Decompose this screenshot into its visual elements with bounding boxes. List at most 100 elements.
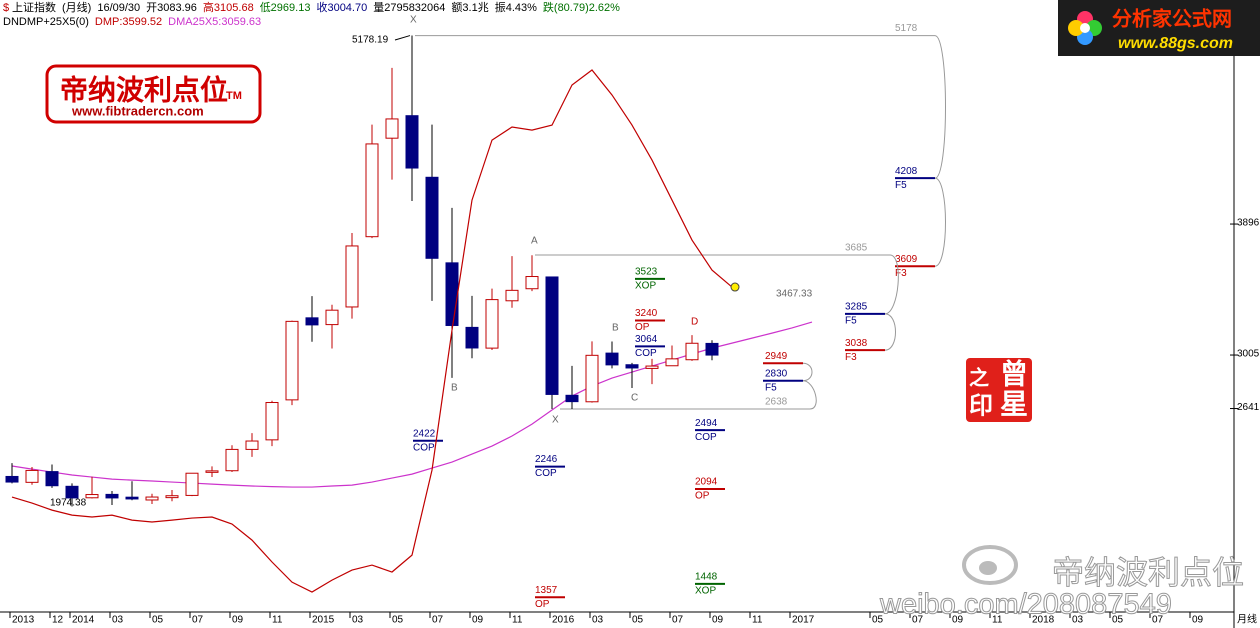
header-text: 收3004.70	[316, 0, 367, 14]
x-tick-label: 09	[232, 615, 244, 626]
x-tick-label: 2017	[792, 615, 815, 626]
dmp-end	[730, 282, 740, 292]
dmp-end-label: 3467.33	[776, 289, 813, 300]
fib-value: 2949	[765, 351, 788, 362]
fib-arc	[934, 177, 946, 267]
candle-body	[305, 317, 319, 326]
logo-url: www.fibtradercn.com	[71, 103, 204, 118]
fib-value: 3609	[895, 254, 918, 265]
candle-body	[645, 365, 659, 369]
candle-body	[105, 493, 119, 499]
x-tick-label: 07	[672, 615, 684, 626]
x-tick-label: 03	[352, 615, 364, 626]
candle-body	[505, 289, 519, 302]
fib-arc	[802, 362, 813, 382]
x-tick-label: 09	[712, 615, 724, 626]
candle-body	[545, 276, 559, 395]
projection-tag: OP	[635, 322, 650, 333]
candle-body	[485, 299, 499, 349]
header-text: 16/09/30	[97, 2, 140, 14]
fib-arc	[802, 380, 817, 410]
candle-body	[285, 320, 299, 401]
candle-body	[45, 471, 59, 487]
fib-tag: F5	[895, 180, 907, 191]
fib-value: 3685	[845, 243, 868, 254]
candle-body	[65, 485, 79, 499]
header-text: 额3.1兆	[451, 1, 488, 14]
x-tick-label: 11	[512, 615, 523, 626]
candle-body	[685, 342, 699, 361]
candle-body	[605, 352, 619, 366]
x-tick-label: 05	[152, 615, 164, 626]
x-tick-label: 03	[592, 615, 604, 626]
x-tick-label: 11	[992, 615, 1003, 626]
header-text: 跌(80.79)2.62%	[543, 0, 620, 14]
fib-arc	[934, 35, 946, 179]
candle-body	[205, 470, 219, 473]
header-text: 振4.43%	[495, 0, 537, 14]
y-tick-label: 2641	[1237, 402, 1260, 413]
x-tick-label: 05	[1112, 615, 1124, 626]
header-text: 上证指数	[12, 0, 56, 14]
fib-arc	[884, 254, 899, 315]
pattern-point: A	[531, 236, 538, 247]
high-label: 5178.19	[352, 35, 389, 46]
candle-body	[185, 472, 199, 496]
candle-body	[565, 394, 579, 403]
stamp-char: 印	[969, 392, 993, 419]
x-tick-label: 07	[1152, 615, 1164, 626]
projection-tag: OP	[535, 599, 550, 610]
x-tick-label: 07	[912, 615, 924, 626]
logo-name: 帝纳波利点位	[60, 73, 228, 105]
x-tick-label: 05	[632, 615, 644, 626]
x-tick-label: 03	[1072, 615, 1084, 626]
x-tick-label: 2014	[72, 615, 95, 626]
pattern-point: B	[451, 383, 458, 394]
y-tick-label: 3005	[1237, 349, 1260, 360]
x-tick-label: 03	[112, 615, 124, 626]
stamp-box	[966, 358, 1032, 422]
stamp-char: 曾	[1000, 357, 1028, 389]
projection-tag: OP	[695, 491, 710, 502]
candle-body	[85, 494, 99, 499]
fib-tag: F5	[845, 316, 857, 327]
candle-body	[25, 469, 39, 483]
candle-body	[425, 176, 439, 259]
projection-value: 3523	[635, 267, 658, 278]
candle-body	[405, 115, 419, 169]
header-text: 高3105.68	[203, 0, 254, 14]
logo2-name: 分析家公式网	[1112, 6, 1232, 30]
candle-body	[165, 495, 179, 499]
fib-value: 3285	[845, 302, 868, 313]
candle-body	[465, 326, 479, 349]
candle-body	[225, 448, 239, 472]
candle-body	[365, 143, 379, 238]
projection-tag: XOP	[635, 281, 656, 292]
stamp-char: 星	[1000, 388, 1028, 419]
pattern-point: D	[691, 317, 698, 328]
candle-body	[525, 276, 539, 290]
projection-tag: XOP	[695, 586, 716, 597]
x-tick-label: 09	[472, 615, 484, 626]
candle-body	[145, 496, 159, 501]
indicator-line	[11, 321, 813, 488]
candle-body	[585, 354, 599, 403]
symbol-marker: $	[3, 2, 9, 14]
fib-arc	[884, 313, 896, 351]
x-tick-label: 11	[272, 615, 283, 626]
x-tick-label: 05	[392, 615, 404, 626]
candle-body	[385, 118, 399, 139]
candle-body	[325, 309, 339, 326]
projection-value: 2094	[695, 477, 718, 488]
stamp-char: 之	[969, 365, 989, 389]
indicator-text: DMP:3599.52	[95, 16, 162, 28]
x-unit: 月线	[1237, 613, 1257, 626]
x-tick-label: 11	[752, 615, 763, 626]
x-tick-label: 12	[52, 615, 64, 626]
projection-value: 3064	[635, 334, 658, 345]
projection-value: 3240	[635, 308, 658, 319]
weibo-eye	[979, 561, 997, 575]
candle-body	[625, 364, 639, 369]
